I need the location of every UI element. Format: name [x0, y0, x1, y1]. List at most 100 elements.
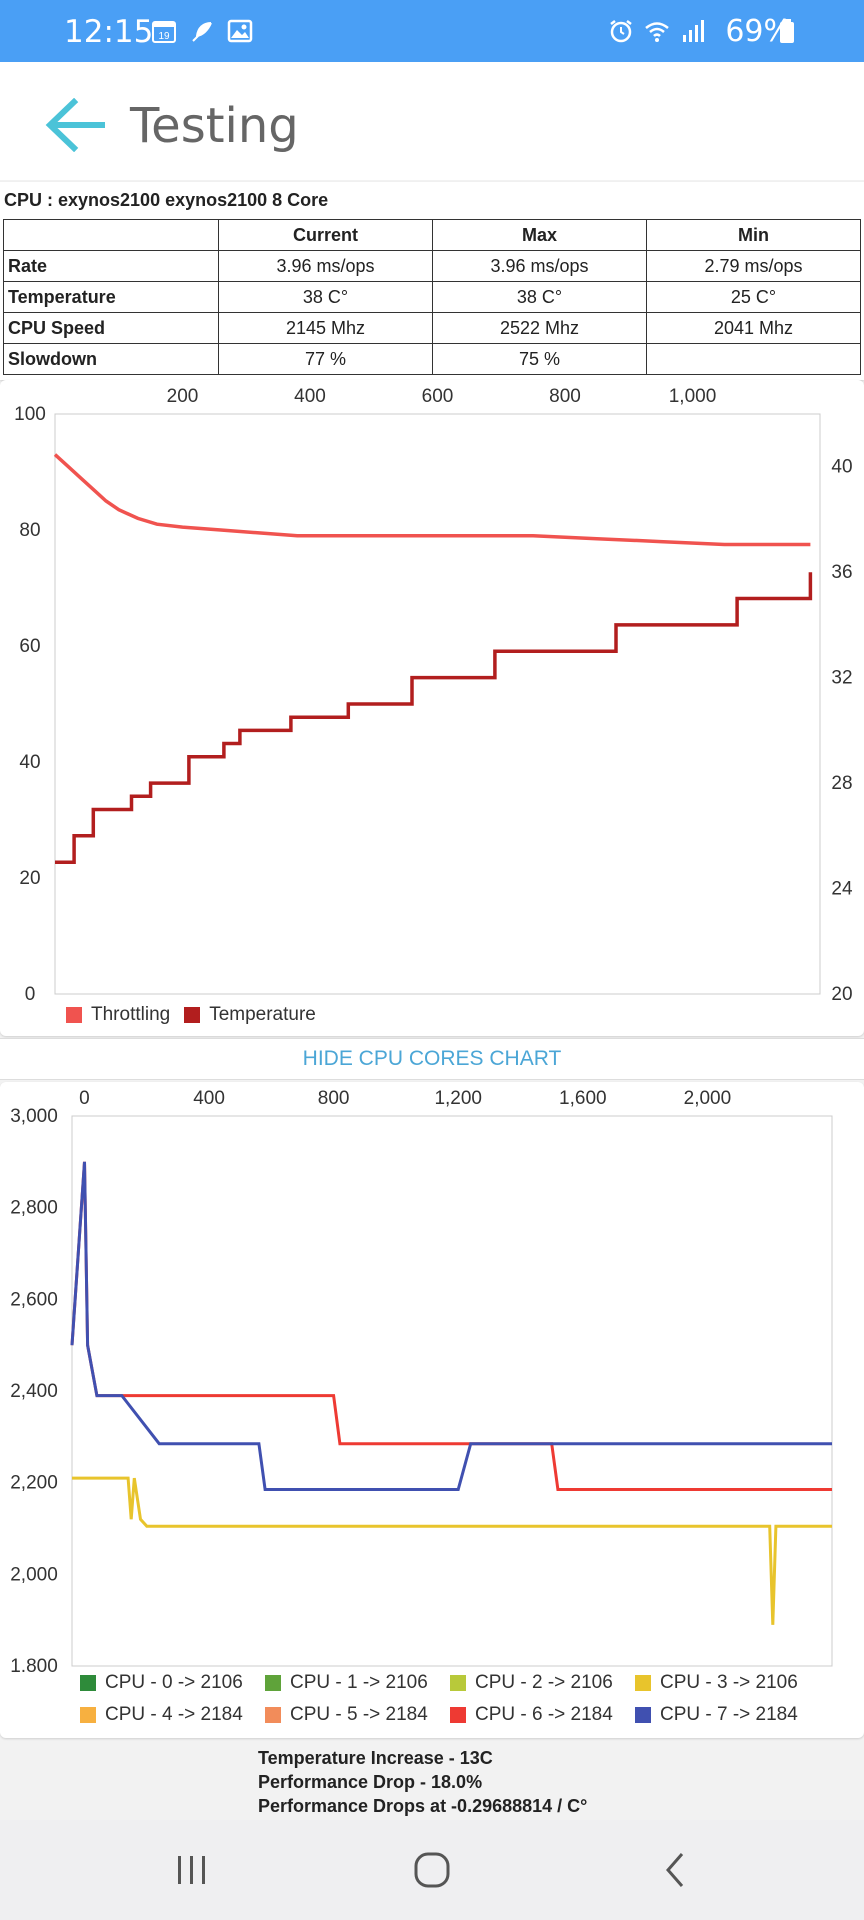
x-tick-label: 1,200	[434, 1088, 482, 1109]
plot-frame	[71, 1115, 833, 1667]
legend-item: CPU - 6 -> 2184	[450, 1704, 613, 1726]
legend-item: CPU - 3 -> 2106	[635, 1672, 798, 1694]
x-tick-label: 1,000	[669, 386, 717, 407]
row-label: Rate	[3, 250, 219, 282]
performance-drops-rate: Performance Drops at -0.29688814 / C°	[258, 1796, 588, 1816]
back-icon[interactable]	[656, 1850, 696, 1890]
legend-swatch	[635, 1675, 651, 1691]
cell-min: 2.79 ms/ops	[646, 250, 861, 282]
legend-item: CPU - 0 -> 2106	[80, 1672, 243, 1694]
wifi-icon	[645, 22, 669, 42]
legend-swatch	[80, 1675, 96, 1691]
cpu-series-line	[70, 1161, 832, 1491]
cell-max: 2522 Mhz	[432, 312, 647, 344]
status-bar: 12:15 19 69%	[0, 0, 864, 62]
legend-swatch	[265, 1707, 281, 1723]
cell-max: 3.96 ms/ops	[432, 250, 647, 282]
header-cell: Current	[218, 219, 433, 251]
home-icon[interactable]	[412, 1850, 452, 1890]
y-left-tick-label: 60	[19, 636, 40, 657]
calendar-icon: 19	[152, 21, 176, 43]
back-arrow-icon[interactable]	[44, 98, 106, 152]
y-tick-label: 2,400	[10, 1381, 58, 1402]
x-tick-label: 800	[318, 1088, 350, 1109]
cell-max: 38 C°	[432, 281, 647, 313]
x-tick-label: 0	[79, 1088, 90, 1109]
legend-label: CPU - 0 -> 2106	[105, 1672, 243, 1693]
legend-swatch	[635, 1707, 651, 1723]
performance-drop: Performance Drop - 18.0%	[258, 1772, 483, 1792]
x-tick-label: 600	[422, 386, 454, 407]
legend-item: CPU - 2 -> 2106	[450, 1672, 613, 1694]
legend-label: CPU - 6 -> 2184	[475, 1704, 613, 1725]
y-left-tick-label: 20	[19, 868, 40, 889]
image-icon	[227, 19, 253, 43]
cpu-cores-chart-card	[0, 1082, 864, 1738]
cpu-title: CPU : exynos2100 exynos2100 8 Core	[4, 190, 329, 210]
cell-min: 2041 Mhz	[646, 312, 861, 344]
legend-swatch	[450, 1707, 466, 1723]
legend-label: CPU - 5 -> 2184	[290, 1704, 428, 1725]
row-label: CPU Speed	[3, 312, 219, 344]
legend-swatch	[265, 1675, 281, 1691]
battery-icon	[780, 19, 794, 43]
feather-icon	[192, 22, 212, 42]
legend-item: CPU - 7 -> 2184	[635, 1704, 798, 1726]
y-left-tick-label: 100	[14, 404, 46, 425]
legend-swatch	[66, 1007, 82, 1023]
y-tick-label: 2,800	[10, 1198, 58, 1219]
signal-icon	[683, 20, 704, 42]
table-row: Slowdown 77 % 75 %	[3, 343, 861, 375]
header-cell	[3, 219, 219, 251]
table-row: Temperature 38 C° 38 C° 25 C°	[3, 281, 861, 313]
svg-text:19: 19	[158, 31, 170, 42]
legend-label: CPU - 2 -> 2106	[475, 1672, 613, 1693]
cell-min	[646, 343, 861, 375]
table-row: Rate 3.96 ms/ops 3.96 ms/ops 2.79 ms/ops	[3, 250, 861, 282]
cell-max: 75 %	[432, 343, 647, 375]
navigation-bar	[0, 1820, 864, 1920]
cell-current: 3.96 ms/ops	[218, 250, 433, 282]
y-left-tick-label: 80	[19, 520, 40, 541]
status-time: 12:15	[64, 14, 154, 50]
throttling-chart: 200 400 600 800 1,000 0 20 40 60 80 100 20 24 28 32 36 4…	[14, 386, 853, 1000]
row-label: Temperature	[3, 281, 219, 313]
x-tick-label: 2,000	[684, 1088, 732, 1109]
plot-frame	[54, 413, 821, 995]
app-bar: Testing	[0, 62, 864, 180]
legend-swatch	[450, 1675, 466, 1691]
y-tick-label: 2,000	[10, 1564, 58, 1585]
legend-label: CPU - 1 -> 2106	[290, 1672, 428, 1693]
x-tick-label: 200	[167, 386, 199, 407]
x-tick-label: 1,600	[559, 1088, 607, 1109]
hide-cpu-cores-chart-button[interactable]: HIDE CPU CORES CHART	[0, 1038, 864, 1080]
cpu-cores-chart: 0 400 800 1,200 1,600 2,000 1,800 2,000 2,200 2,4…	[10, 1088, 833, 1672]
x-tick-label: 400	[193, 1088, 225, 1109]
cell-current: 2145 Mhz	[218, 312, 433, 344]
legend-label: CPU - 4 -> 2184	[105, 1704, 243, 1725]
summary: Temperature Increase - 13C Performance D…	[258, 1746, 587, 1818]
cpu-series-line	[70, 1161, 832, 1491]
legend-swatch	[80, 1707, 96, 1723]
legend-label: Temperature	[209, 1004, 316, 1025]
y-tick-label: 2,200	[10, 1473, 58, 1494]
table-header-row: Current Max Min	[3, 219, 861, 251]
cell-current: 77 %	[218, 343, 433, 375]
y-right-tick-label: 36	[831, 562, 852, 583]
y-right-tick-label: 24	[831, 879, 853, 900]
row-label: Slowdown	[3, 343, 219, 375]
y-right-tick-label: 32	[831, 668, 852, 689]
recent-apps-icon[interactable]	[172, 1850, 212, 1890]
table-row: CPU Speed 2145 Mhz 2522 Mhz 2041 Mhz	[3, 312, 861, 344]
cpu-series-line	[72, 1476, 832, 1625]
legend-label: CPU - 3 -> 2106	[660, 1672, 798, 1693]
y-tick-label: 2,600	[10, 1289, 58, 1310]
y-tick-label: 3,000	[10, 1106, 58, 1127]
cell-current: 38 C°	[218, 281, 433, 313]
x-tick-label: 800	[549, 386, 581, 407]
temperature-increase: Temperature Increase - 13C	[258, 1748, 493, 1768]
legend-label: Throttling	[91, 1004, 171, 1025]
chart1-legend: Throttling Temperature	[66, 1004, 316, 1026]
header-cell: Min	[646, 219, 861, 251]
legend-item: CPU - 5 -> 2184	[265, 1704, 428, 1726]
